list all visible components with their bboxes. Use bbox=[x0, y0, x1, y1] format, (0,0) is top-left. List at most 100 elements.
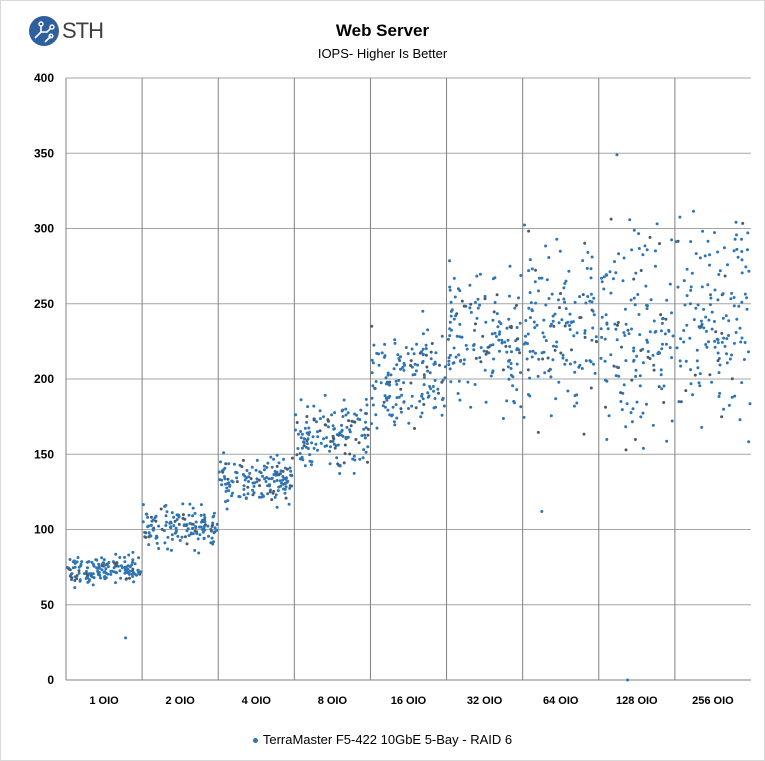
data-point bbox=[436, 387, 440, 391]
data-point bbox=[96, 573, 100, 576]
data-point bbox=[252, 484, 256, 488]
data-point bbox=[421, 353, 425, 357]
data-point bbox=[154, 536, 158, 540]
data-point bbox=[176, 534, 180, 538]
data-point bbox=[528, 316, 532, 320]
data-point bbox=[332, 442, 336, 446]
data-point bbox=[472, 344, 475, 347]
data-point bbox=[532, 320, 536, 324]
data-point bbox=[464, 343, 468, 347]
data-point bbox=[255, 477, 259, 481]
data-point bbox=[465, 347, 469, 351]
data-point bbox=[114, 570, 118, 574]
legend-marker-icon bbox=[252, 738, 258, 744]
data-point bbox=[511, 384, 515, 388]
data-point bbox=[709, 293, 712, 297]
data-point bbox=[557, 321, 561, 325]
data-point bbox=[698, 372, 702, 376]
data-point bbox=[614, 271, 618, 275]
data-point bbox=[335, 456, 339, 460]
data-point bbox=[583, 335, 587, 339]
data-point bbox=[458, 335, 462, 339]
data-point bbox=[645, 248, 649, 252]
data-point bbox=[544, 339, 548, 343]
plot-area: 0 50 100 150 200 250 300 350 400 1 OIO 2 OIO 4 OIO 8… bbox=[34, 71, 752, 707]
data-point bbox=[243, 478, 247, 482]
data-point bbox=[395, 363, 399, 367]
data-point bbox=[191, 522, 195, 526]
data-point bbox=[371, 403, 375, 407]
data-point bbox=[128, 565, 132, 569]
data-point bbox=[492, 310, 496, 314]
data-point bbox=[449, 314, 453, 318]
data-point bbox=[622, 331, 626, 335]
data-point bbox=[395, 416, 399, 420]
data-point bbox=[531, 349, 535, 353]
data-point bbox=[611, 277, 615, 281]
data-point bbox=[77, 569, 81, 573]
data-point bbox=[501, 368, 505, 372]
data-point bbox=[707, 340, 710, 344]
data-point bbox=[526, 368, 530, 372]
data-point bbox=[718, 363, 722, 367]
data-point bbox=[213, 526, 217, 530]
data-point bbox=[215, 522, 219, 526]
data-point bbox=[399, 407, 403, 411]
data-point bbox=[738, 418, 742, 422]
data-point bbox=[522, 342, 526, 346]
data-point bbox=[563, 300, 567, 304]
data-point bbox=[202, 537, 206, 541]
data-point bbox=[475, 274, 479, 278]
data-point bbox=[112, 566, 116, 570]
data-point bbox=[91, 583, 95, 587]
data-point bbox=[364, 450, 368, 454]
data-point bbox=[474, 322, 477, 326]
data-point bbox=[448, 367, 452, 371]
data-point bbox=[551, 358, 555, 362]
data-point bbox=[206, 524, 210, 528]
data-point bbox=[327, 425, 330, 429]
data-point bbox=[426, 391, 430, 395]
data-point bbox=[86, 574, 90, 578]
data-point bbox=[583, 331, 587, 335]
data-point bbox=[130, 572, 134, 576]
data-point bbox=[630, 327, 633, 331]
data-point bbox=[688, 302, 692, 306]
data-point bbox=[440, 413, 444, 417]
data-point bbox=[713, 345, 717, 349]
data-point bbox=[382, 400, 386, 404]
data-point bbox=[703, 254, 707, 258]
data-point bbox=[162, 529, 166, 533]
data-point bbox=[196, 537, 200, 541]
data-point bbox=[505, 399, 509, 403]
data-point bbox=[147, 543, 151, 547]
data-point bbox=[747, 350, 750, 354]
data-point bbox=[399, 367, 402, 371]
data-point bbox=[219, 460, 222, 464]
data-point bbox=[616, 323, 619, 327]
data-point bbox=[296, 447, 300, 450]
data-point bbox=[634, 271, 638, 275]
data-point bbox=[253, 481, 257, 485]
data-point bbox=[727, 334, 730, 337]
data-point bbox=[244, 497, 248, 500]
data-point bbox=[394, 403, 398, 407]
data-point bbox=[524, 334, 527, 338]
data-point bbox=[383, 354, 387, 358]
data-point bbox=[394, 379, 398, 383]
data-point bbox=[352, 454, 356, 458]
data-point bbox=[730, 377, 734, 381]
data-point bbox=[164, 503, 168, 507]
data-point bbox=[721, 292, 725, 296]
data-point bbox=[490, 332, 494, 336]
data-point bbox=[660, 321, 664, 325]
data-point bbox=[430, 342, 434, 345]
data-point bbox=[473, 383, 477, 386]
data-point bbox=[166, 535, 170, 539]
data-point bbox=[126, 567, 130, 571]
data-point bbox=[422, 383, 426, 387]
data-point bbox=[410, 404, 414, 408]
data-point bbox=[438, 363, 441, 367]
data-point bbox=[625, 402, 629, 406]
data-point bbox=[295, 421, 299, 424]
